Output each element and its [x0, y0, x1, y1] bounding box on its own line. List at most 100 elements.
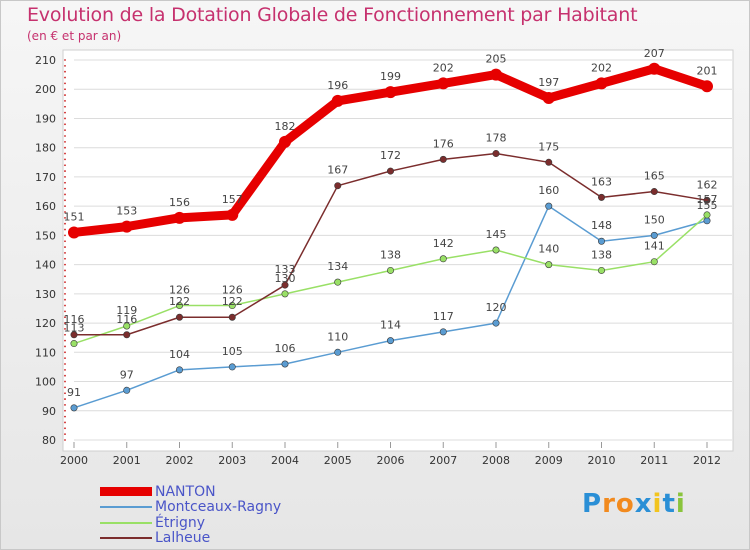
data-point: [597, 237, 605, 245]
data-point: [176, 366, 184, 374]
y-tick-label: 200: [35, 83, 56, 96]
data-label: 163: [591, 175, 612, 188]
y-axis-dot: [64, 64, 66, 67]
y-axis-dot: [64, 263, 66, 266]
data-label: 116: [64, 313, 85, 326]
y-axis-dot: [64, 392, 66, 395]
data-label: 202: [591, 61, 612, 74]
y-axis-dot: [64, 211, 66, 213]
y-axis-dot: [64, 421, 66, 424]
data-label: 199: [380, 70, 401, 83]
x-tick-label: 2009: [535, 454, 563, 467]
data-label: 141: [644, 240, 665, 253]
data-point: [386, 266, 394, 274]
data-label: 104: [169, 348, 190, 361]
x-tick-label: 2008: [482, 454, 510, 467]
data-label: 207: [644, 47, 665, 60]
y-axis-dot: [64, 176, 66, 178]
y-axis-dot: [64, 193, 66, 196]
y-axis-dot: [64, 228, 66, 231]
data-point: [281, 290, 289, 298]
y-axis-dot: [64, 94, 66, 96]
data-point: [439, 255, 447, 263]
y-axis-dot: [64, 368, 66, 371]
legend-swatch-etrigny: [100, 521, 152, 524]
x-tick-label: 2004: [271, 454, 299, 467]
data-point: [123, 331, 131, 339]
y-tick-label: 80: [42, 434, 56, 447]
data-label: 178: [486, 132, 507, 145]
data-point: [597, 266, 605, 274]
data-label: 201: [697, 64, 718, 77]
y-axis-dot: [64, 199, 66, 202]
data-label: 205: [486, 53, 507, 66]
y-tick-label: 120: [35, 317, 56, 330]
y-axis-dot: [64, 222, 66, 225]
data-label: 155: [697, 199, 718, 212]
logo-letter: P: [582, 489, 603, 519]
x-tick-label: 2011: [640, 454, 668, 467]
logo-letter: t: [662, 489, 676, 519]
y-axis-dot: [64, 158, 66, 161]
data-point: [492, 150, 500, 158]
data-label: 165: [644, 170, 665, 183]
data-point: [648, 62, 661, 75]
y-axis-dot: [64, 363, 66, 365]
y-axis-dot: [64, 111, 66, 114]
data-label: 140: [538, 243, 559, 256]
y-axis-dot: [64, 433, 66, 436]
data-label: 138: [380, 248, 401, 261]
data-label: 182: [275, 120, 296, 133]
data-point: [123, 322, 131, 330]
y-axis-dot: [64, 439, 66, 441]
legend-item-etrigny: Étrigny: [100, 515, 281, 531]
data-point: [439, 155, 447, 163]
x-tick-label: 2001: [113, 454, 141, 467]
data-point: [545, 261, 553, 269]
y-axis-dot: [64, 357, 66, 360]
y-axis-dot: [64, 322, 66, 324]
data-point: [437, 77, 450, 90]
y-axis-dot: [64, 269, 66, 272]
data-point: [542, 92, 555, 104]
plot-area: [62, 49, 734, 452]
data-label: 148: [591, 219, 612, 232]
data-label: 114: [380, 319, 401, 332]
legend-label-nanton: NANTON: [155, 483, 216, 500]
y-axis-dot: [64, 123, 66, 126]
data-point: [650, 188, 658, 196]
data-point: [703, 211, 711, 219]
y-axis-dot: [64, 164, 66, 167]
data-point: [228, 302, 236, 310]
legend-label-lalheue: Lalheue: [155, 530, 211, 547]
data-point: [597, 193, 605, 201]
logo-letter: o: [615, 489, 635, 519]
data-label: 119: [116, 304, 137, 317]
y-tick-label: 180: [35, 142, 56, 155]
legend-item-nanton: NANTON: [100, 484, 281, 500]
data-label: 197: [538, 76, 559, 89]
data-label: 126: [222, 284, 243, 297]
y-axis-dot: [64, 76, 66, 79]
y-axis-dot: [64, 404, 66, 406]
data-point: [70, 404, 78, 412]
data-point: [492, 246, 500, 254]
data-point: [492, 319, 500, 327]
y-axis-dot: [64, 287, 66, 289]
data-point: [650, 231, 658, 239]
x-tick-label: 2002: [166, 454, 194, 467]
x-tick-label: 2006: [377, 454, 405, 467]
y-axis-dot: [64, 246, 66, 248]
data-label: 156: [169, 196, 190, 209]
data-label: 157: [697, 193, 718, 206]
y-tick-label: 160: [35, 200, 56, 213]
data-point: [70, 340, 78, 348]
y-tick-label: 130: [35, 288, 56, 301]
data-point: [439, 328, 447, 336]
data-point: [334, 182, 342, 190]
data-point: [331, 94, 344, 107]
data-label: 122: [222, 295, 243, 308]
y-axis-dot: [64, 59, 66, 61]
data-label: 202: [433, 61, 454, 74]
data-point: [279, 135, 291, 148]
